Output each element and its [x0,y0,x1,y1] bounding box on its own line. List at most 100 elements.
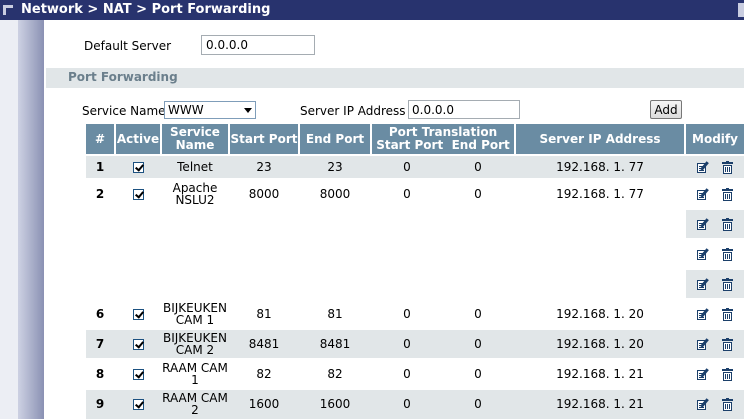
header-modify: Modify [686,124,744,154]
empty-row-bg-3 [686,210,744,238]
row-bg-9 [86,390,744,419]
active-checkbox-cell [116,390,160,418]
pt-start-cell: 0 [403,367,411,381]
active-checkbox[interactable] [132,398,144,410]
default-server-input[interactable] [201,35,315,55]
server-ip-input[interactable] [408,100,520,119]
active-checkbox[interactable] [132,161,144,173]
trash-icon[interactable] [722,160,733,174]
row-bg-1 [86,156,744,178]
header-start-port: Start Port [230,124,298,154]
end-port-cell: 82 [327,367,343,381]
row-num: 7 [95,337,105,351]
modify-cell [686,156,744,178]
edit-icon[interactable] [697,217,710,231]
add-button[interactable]: Add [650,100,682,119]
edit-icon[interactable] [697,247,710,261]
service-name-select[interactable]: WWW [164,101,256,119]
start-port-cell: 23 [256,160,272,174]
server-ip-cell: 192.168. 1. 77 [556,187,644,201]
row-num: 9 [95,397,105,411]
modify-cell [686,180,744,208]
trash-icon[interactable] [722,367,733,381]
active-checkbox[interactable] [132,368,144,380]
service-name-line2: CAM 1 [175,313,215,327]
trash-icon[interactable] [722,307,733,321]
trash-icon[interactable] [722,397,733,411]
service-name-cell: Apache NSLU2 [162,180,228,208]
chevron-down-icon [244,108,252,113]
edit-icon[interactable] [697,307,710,321]
active-checkbox[interactable] [132,188,144,200]
active-checkbox-cell [116,300,160,328]
service-name-cell: BIJKEUKEN CAM 1 [162,300,228,328]
empty-row-bg-5 [686,270,744,298]
header-port-translation-label: Port Translation [388,125,498,139]
service-name-line1: BIJKEUKEN [163,331,227,345]
edit-icon[interactable] [697,397,710,411]
modify-cell [686,300,744,328]
pt-start-cell: 0 [403,337,411,351]
service-name-cell: RAAM CAM 1 [162,360,228,388]
server-ip-label: Server IP Address [300,104,406,118]
header-server-ip: Server IP Address [516,124,684,154]
end-port-cell: 8481 [319,337,351,351]
service-name-line2: 1 [191,373,199,387]
service-name-cell: BIJKEUKEN CAM 2 [162,330,228,358]
section-header: Port Forwarding [46,68,744,88]
default-server-label: Default Server [84,39,172,53]
row-num: 8 [95,367,105,381]
trash-icon[interactable] [722,337,733,351]
scrollbar-corner[interactable] [738,3,744,17]
header-pt-end: End Port [451,138,510,152]
pt-end-cell: 0 [474,307,482,321]
server-ip-cell: 192.168. 1. 77 [556,160,644,174]
edit-icon[interactable] [697,277,710,291]
trash-icon[interactable] [722,277,733,291]
service-name-line2: CAM 2 [175,343,215,357]
pt-start-cell: 0 [403,160,411,174]
server-ip-cell: 192.168. 1. 20 [556,337,644,351]
pt-end-cell: 0 [474,187,482,201]
active-checkbox[interactable] [132,338,144,350]
end-port-cell: 8000 [319,187,351,201]
trash-icon[interactable] [722,187,733,201]
row-num: 6 [95,307,105,321]
left-gradient-light [0,20,18,419]
service-name-line2: NSLU2 [175,193,215,207]
trash-icon[interactable] [722,217,733,231]
edit-icon[interactable] [697,337,710,351]
start-port-cell: 1600 [248,397,280,411]
pt-start-cell: 0 [403,187,411,201]
service-name-line1: Apache [172,181,218,195]
row-bg-7 [86,330,744,358]
service-name-value: WWW [168,103,204,117]
active-checkbox[interactable] [132,308,144,320]
section-title: Port Forwarding [68,70,178,84]
modify-cell [686,240,744,268]
edit-icon[interactable] [697,367,710,381]
server-ip-cell: 192.168. 1. 21 [556,397,644,411]
trash-icon[interactable] [722,247,733,261]
service-name-line2: 2 [191,403,199,417]
page-title: Network > NAT > Port Forwarding [21,2,271,17]
header-num: # [86,124,114,154]
edit-icon[interactable] [697,160,710,174]
edit-icon[interactable] [697,187,710,201]
corner-icon [3,5,13,15]
active-checkbox-cell [116,330,160,358]
active-checkbox-cell [116,180,160,208]
service-name-cell: Telnet [162,156,228,178]
modify-cell [686,360,744,388]
header-port-translation: Port Translation Start Port End Port [372,124,514,154]
server-ip-cell: 192.168. 1. 21 [556,367,644,381]
header-active: Active [116,124,160,154]
start-port-cell: 8481 [248,337,280,351]
modify-cell [686,210,744,238]
pt-end-cell: 0 [474,160,482,174]
service-name-line1: RAAM CAM [162,391,228,405]
row-num: 1 [95,160,105,174]
pt-end-cell: 0 [474,397,482,411]
row-num: 2 [95,187,105,201]
pt-start-cell: 0 [403,397,411,411]
